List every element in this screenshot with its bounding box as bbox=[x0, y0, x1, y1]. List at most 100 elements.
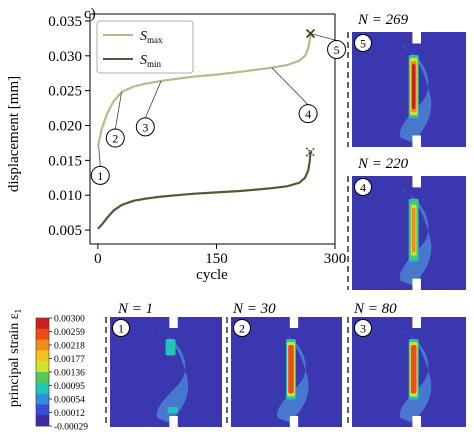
strain-region bbox=[277, 330, 309, 423]
snapshot-number: 3 bbox=[360, 322, 366, 336]
annotation-2: 2 bbox=[105, 91, 125, 148]
y-tick-label: 0.035 bbox=[48, 14, 82, 30]
colorbar-ticks: 0.00300 0.00259 0.00218 0.00177 0.00136 0.000… bbox=[49, 315, 88, 433]
snapshot-number-circle bbox=[354, 319, 372, 337]
y-tick-label: 0.015 bbox=[48, 153, 82, 169]
colorbar-tick-label: 0.00300 bbox=[54, 315, 85, 325]
colorbar-band bbox=[36, 372, 49, 384]
y-axis-ticks: 0.005 0.010 0.015 0.020 0.025 0.030 0.035 bbox=[48, 14, 90, 239]
damage-core bbox=[288, 345, 294, 394]
snapshot-panel-1: N = 1 1 bbox=[105, 301, 222, 427]
notch-top bbox=[412, 32, 421, 44]
colorbar-tick-label: 0.00218 bbox=[54, 342, 85, 352]
colorbar: principal strain ε1 0.00300 0.00259 0.0021… bbox=[7, 309, 88, 433]
snapshots-layer: N = 269 5 N = 220 4 N = 1 1 N = 30 2 N = 80 3 bbox=[105, 12, 466, 427]
damage-core bbox=[411, 207, 416, 253]
snapshot-number-circle bbox=[354, 178, 372, 196]
series-line-1 bbox=[97, 151, 312, 230]
annotation-3: 3 bbox=[135, 80, 162, 137]
colorbar-band bbox=[36, 361, 49, 373]
svg-text:5: 5 bbox=[334, 43, 340, 57]
svg-text:2: 2 bbox=[112, 132, 118, 146]
snapshot-n-label: N = 220 bbox=[357, 156, 409, 172]
annotation-layer: 1 2 3 4 5 bbox=[90, 33, 347, 185]
snapshot-number: 2 bbox=[239, 322, 245, 336]
series-layer bbox=[96, 28, 316, 230]
notch-bottom bbox=[412, 416, 421, 427]
snapshot-number-circle bbox=[112, 319, 130, 337]
x-axis-label: cycle bbox=[196, 267, 228, 283]
svg-text:1: 1 bbox=[97, 169, 103, 183]
strain-region bbox=[399, 189, 432, 286]
notch-top bbox=[412, 317, 421, 328]
notch-bottom bbox=[289, 416, 299, 427]
x-tick-label: 0 bbox=[94, 251, 102, 267]
svg-text:4: 4 bbox=[305, 107, 311, 121]
colorbar-band bbox=[36, 382, 49, 394]
snapshot-number: 4 bbox=[360, 181, 366, 195]
colorbar-tick-label: 0.00259 bbox=[54, 328, 85, 338]
colorbar-band bbox=[36, 415, 49, 427]
snapshot-panel-5: N = 269 5 bbox=[347, 12, 466, 147]
legend-label-smax: Smax bbox=[140, 29, 163, 45]
snapshot-n-label: N = 1 bbox=[117, 301, 153, 317]
legend: Smax Smin bbox=[96, 20, 194, 74]
colorbar-bands bbox=[35, 317, 50, 427]
notch-top bbox=[169, 317, 178, 328]
svg-text:3: 3 bbox=[142, 120, 148, 134]
y-tick-label: 0.005 bbox=[48, 223, 82, 239]
colorbar-label: principal strain ε1 bbox=[7, 309, 23, 407]
series-line-0 bbox=[96, 33, 312, 147]
x-axis-ticks: 0 150 300 bbox=[94, 244, 346, 267]
colorbar-tick-label: 0.00012 bbox=[54, 409, 85, 419]
series-end-marker-1 bbox=[305, 147, 316, 157]
y-axis-label: displacement [mm] bbox=[6, 76, 22, 192]
y-tick-label: 0.010 bbox=[48, 188, 82, 204]
damage-core bbox=[411, 64, 416, 110]
notch-top bbox=[412, 176, 421, 188]
snapshot-number: 5 bbox=[360, 37, 366, 51]
notch-bottom bbox=[412, 135, 421, 147]
snapshot-n-label: N = 80 bbox=[353, 301, 397, 317]
damage-core bbox=[165, 339, 176, 356]
colorbar-tick-label: -0.00029 bbox=[54, 423, 88, 433]
colorbar-tick-label: 0.00054 bbox=[54, 396, 85, 406]
colorbar-band bbox=[36, 350, 49, 362]
annotation-1: 1 bbox=[90, 146, 110, 185]
snapshot-panel-4: N = 220 4 bbox=[347, 156, 466, 290]
colorbar-tick-label: 0.00095 bbox=[54, 382, 85, 392]
snapshot-panel-2: N = 30 2 bbox=[226, 301, 342, 427]
strain-region bbox=[156, 330, 189, 423]
colorbar-band bbox=[36, 339, 49, 351]
plot-frame bbox=[89, 13, 336, 245]
annotation-5: 5 bbox=[310, 33, 347, 60]
colorbar-tick-label: 0.00177 bbox=[54, 355, 85, 365]
y-tick-label: 0.030 bbox=[48, 49, 82, 65]
annotation-4: 4 bbox=[271, 67, 318, 124]
snapshot-number-circle bbox=[354, 34, 372, 52]
x-tick-label: 300 bbox=[324, 251, 347, 267]
snapshot-number: 1 bbox=[118, 322, 124, 336]
snapshot-panel-3: N = 80 3 bbox=[347, 301, 466, 427]
damage-core bbox=[167, 407, 178, 414]
snapshot-number-circle bbox=[233, 319, 251, 337]
notch-bottom bbox=[169, 416, 178, 427]
x-tick-label: 150 bbox=[205, 251, 228, 267]
colorbar-band bbox=[36, 318, 49, 330]
colorbar-tick-label: 0.00136 bbox=[54, 369, 85, 379]
notch-bottom bbox=[412, 278, 421, 290]
legend-label-smin: Smin bbox=[140, 53, 162, 69]
snapshot-n-label: N = 269 bbox=[357, 12, 409, 28]
damage-core bbox=[410, 345, 417, 394]
notch-top bbox=[289, 317, 299, 328]
colorbar-band bbox=[36, 404, 49, 416]
colorbar-band bbox=[36, 393, 49, 405]
y-tick-label: 0.020 bbox=[48, 119, 82, 135]
strain-region bbox=[399, 330, 432, 423]
colorbar-band bbox=[36, 328, 49, 340]
y-tick-label: 0.025 bbox=[48, 84, 82, 100]
strain-region bbox=[399, 45, 432, 143]
snapshot-n-label: N = 30 bbox=[232, 301, 276, 317]
